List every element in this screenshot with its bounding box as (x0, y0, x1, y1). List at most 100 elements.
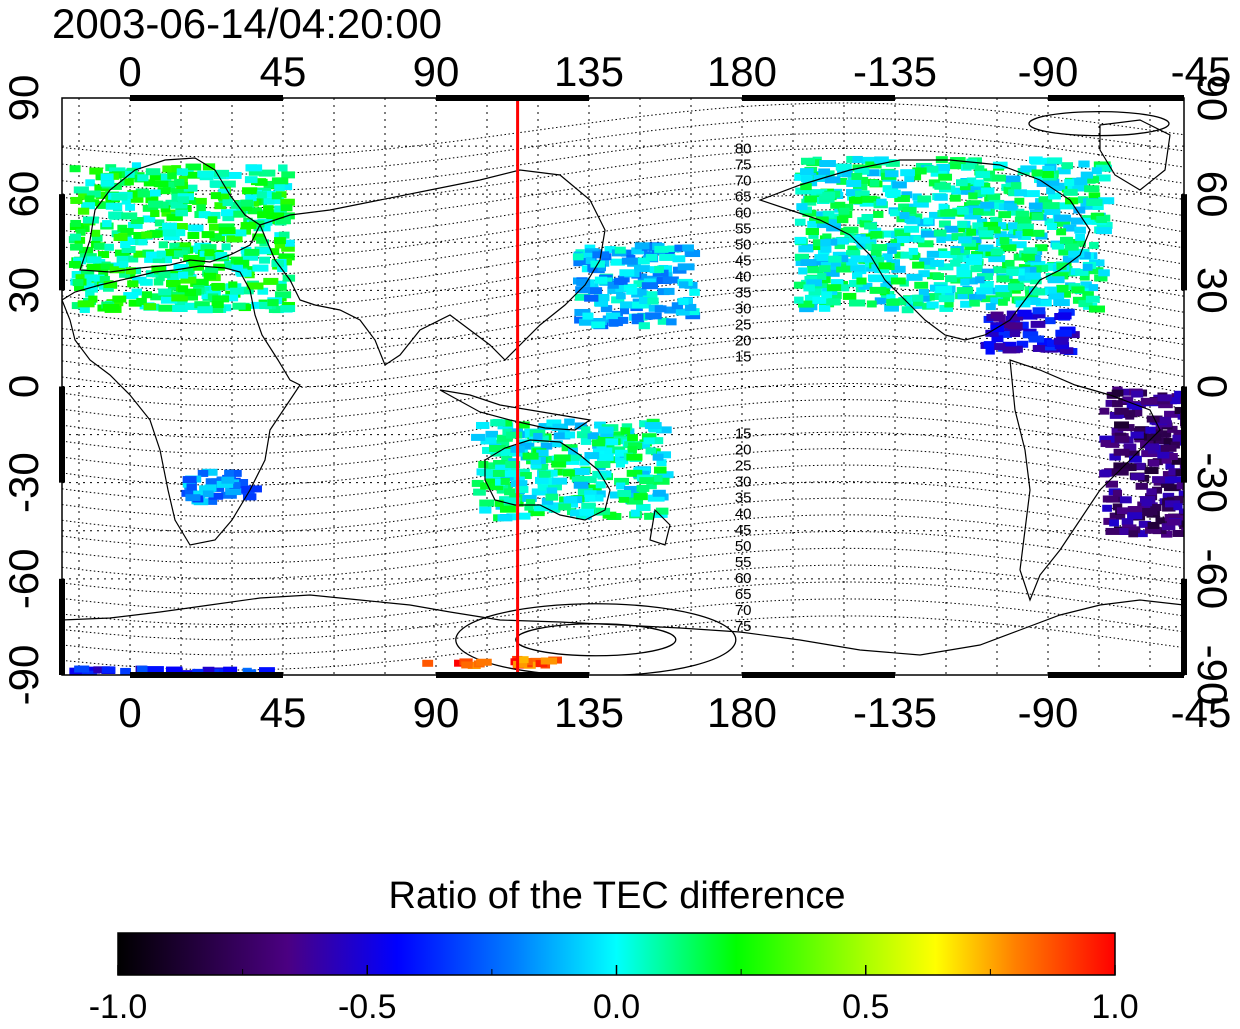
tec-patch (949, 194, 961, 202)
tec-patch (276, 283, 287, 291)
tec-patch (1064, 179, 1075, 187)
tec-patch (1155, 517, 1166, 525)
bottom-axis-bar (436, 672, 589, 678)
tec-patch (1109, 453, 1121, 461)
tec-patch (1160, 476, 1176, 484)
tec-patch (538, 423, 553, 431)
tec-patch (518, 656, 529, 664)
tec-patch (263, 180, 277, 188)
tec-patch (1000, 294, 1011, 302)
figure-title: 2003-06-14/04:20:00 (52, 0, 442, 47)
tec-patch (199, 485, 216, 493)
tec-patch (1014, 216, 1032, 224)
tec-patch (1161, 523, 1176, 531)
tec-patch (507, 466, 520, 474)
tec-patch (202, 490, 214, 498)
tec-patch (1044, 286, 1057, 294)
tec-patch (274, 241, 286, 249)
tec-patch (579, 508, 595, 516)
tec-patch (128, 299, 142, 307)
tec-patch (546, 419, 562, 427)
tec-patch (642, 291, 658, 299)
tec-patch (978, 244, 994, 252)
tec-patch (596, 443, 607, 451)
tec-patch (990, 297, 1004, 305)
tec-patch (182, 197, 197, 205)
tec-patch (98, 269, 109, 277)
tec-patch (154, 219, 165, 227)
tec-patch (1021, 232, 1032, 240)
tec-patch (656, 451, 672, 459)
tec-patch (886, 191, 898, 199)
tec-patch (810, 189, 828, 197)
tec-patch (1030, 320, 1046, 328)
tec-patch (144, 255, 161, 263)
top-axis-bar (130, 95, 283, 101)
tec-patch (1197, 414, 1211, 421)
tec-patch (990, 248, 1003, 256)
tec-patch (513, 476, 525, 484)
tec-patch (934, 193, 948, 201)
tec-patch (843, 226, 859, 234)
tec-patch (492, 469, 509, 477)
bottom-axis-label: -90 (1018, 689, 1079, 736)
tec-patch (654, 265, 664, 273)
tec-patch (627, 442, 643, 450)
tec-patch (985, 329, 999, 337)
tec-patch (891, 265, 906, 273)
tec-patch (479, 469, 496, 477)
tec-patch (1036, 179, 1050, 187)
tec-patch (1198, 430, 1215, 437)
tec-patch (847, 245, 860, 253)
tec-patch (657, 288, 670, 296)
tec-patch (1034, 176, 1050, 184)
tec-patch (964, 212, 982, 220)
contour-line (62, 193, 1184, 259)
tec-patch (969, 299, 980, 307)
tec-patch (1098, 269, 1110, 277)
tec-patch (587, 432, 600, 440)
right-axis-labels: 90 60 30 0 -30 -60 -90 (1189, 75, 1236, 706)
tec-patch (79, 305, 90, 313)
tec-patch (1142, 507, 1158, 515)
tec-patch (121, 197, 131, 205)
tec-patch (598, 426, 614, 434)
tec-patch (157, 201, 169, 209)
tec-patch (1137, 530, 1148, 538)
colorbar-tick-label: 0.5 (842, 988, 889, 1024)
tec-patch (203, 252, 221, 260)
tec-patch (1029, 277, 1042, 285)
tec-patch (600, 305, 613, 313)
tec-patch (160, 296, 178, 304)
tec-patch (913, 235, 925, 243)
tec-patch (812, 296, 828, 304)
tec-patch (623, 283, 637, 291)
contour-label: 75 (735, 156, 752, 173)
tec-patch (1010, 182, 1022, 190)
tec-patch (621, 257, 637, 265)
tec-patch (102, 284, 114, 292)
tec-patch (672, 255, 686, 263)
tec-patch (1161, 456, 1172, 464)
contour-line (62, 147, 1184, 209)
tec-patch (1007, 222, 1018, 230)
tec-patch (983, 341, 996, 349)
tec-patch (197, 170, 214, 178)
tec-patch (528, 509, 545, 517)
tec-patch (69, 233, 81, 241)
tec-patch (252, 264, 269, 272)
tec-patch (636, 441, 650, 449)
tec-patch (240, 222, 257, 230)
tec-patch (859, 199, 875, 207)
tec-patch (222, 294, 239, 302)
tec-patch (904, 216, 916, 224)
tec-patch (108, 262, 123, 270)
tec-patch (244, 176, 258, 184)
tec-patch (202, 468, 218, 476)
tec-patch (1025, 297, 1041, 305)
tec-patch (1032, 344, 1046, 352)
tec-patch (1164, 514, 1181, 522)
tec-patch (1005, 180, 1016, 188)
tec-patch (993, 266, 1008, 274)
tec-patch (1109, 519, 1119, 527)
